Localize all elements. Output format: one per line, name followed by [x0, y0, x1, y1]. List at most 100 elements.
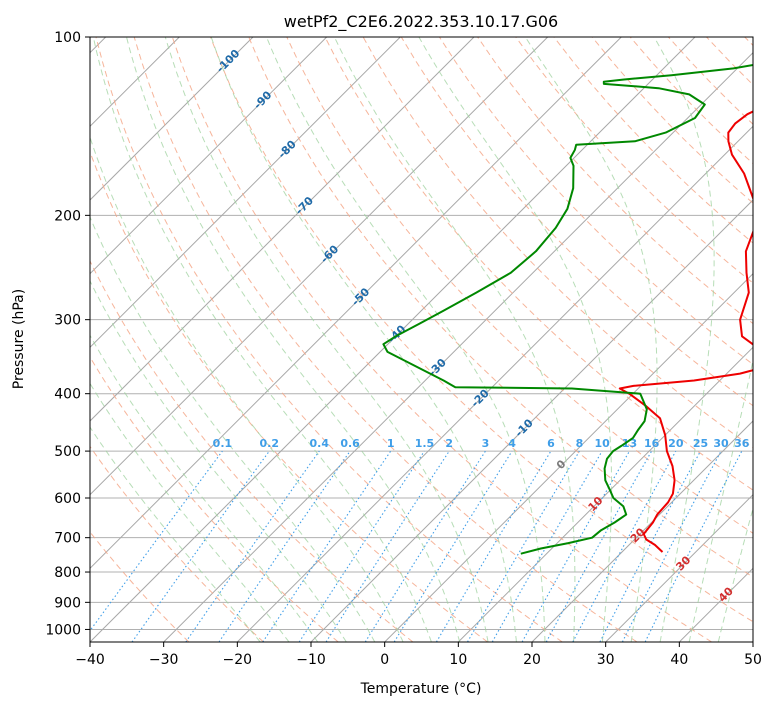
isotherm-line [384, 272, 753, 642]
moist-adiabat [333, 37, 576, 642]
isotherm-lines [90, 37, 753, 642]
isotherm-line [236, 125, 753, 642]
dry-adiabat [210, 37, 753, 623]
dewpoint-profile-line [382, 64, 753, 555]
mixing-ratio-line [521, 450, 630, 642]
y-tick-label: 900 [54, 595, 81, 611]
dry-adiabat [324, 37, 753, 491]
mixing-ratio-label: 3 [482, 437, 490, 450]
moist-adiabat [688, 358, 753, 642]
isotherm-line [90, 37, 254, 201]
y-axis-label: Pressure (hPa) [11, 289, 27, 389]
y-tick-label: 800 [54, 565, 81, 581]
mixing-ratio-line [185, 450, 320, 642]
mixing-ratio-label: 2 [445, 437, 453, 450]
mixing-ratio-lines [90, 450, 743, 642]
x-tick-label: 40 [670, 652, 688, 668]
dry-adiabat [248, 37, 753, 578]
x-axis-label: Temperature (°C) [360, 681, 482, 697]
mixing-ratio-label: 25 [693, 437, 708, 450]
moist-adiabat-lines [90, 37, 753, 642]
dry-adiabat [95, 37, 563, 642]
mixing-ratio-label: 30 [713, 437, 729, 450]
moist-adiabat [653, 37, 715, 642]
mixing-ratio-line [545, 450, 653, 642]
moist-adiabat [266, 37, 546, 642]
x-tick-label: −10 [296, 652, 326, 668]
moist-adiabat [90, 135, 404, 642]
plot-background [90, 37, 753, 642]
mixing-ratio-label: 20 [668, 437, 684, 450]
x-tick-label: −40 [75, 652, 105, 668]
y-tick-label: 300 [54, 313, 81, 329]
y-tick-label: 100 [54, 30, 81, 46]
mixing-ratio-label: 16 [644, 437, 660, 450]
moist-adiabat [524, 37, 658, 642]
y-tick-label: 600 [54, 491, 81, 507]
mixing-ratio-label: 0.2 [260, 437, 280, 450]
mixing-ratio-label: 1.5 [415, 437, 435, 450]
dry-adiabat [171, 37, 712, 642]
moist-adiabat [90, 215, 376, 642]
moist-adiabat [90, 426, 261, 642]
mixing-ratio-line [298, 450, 425, 642]
isotherm-line [531, 420, 753, 642]
mixing-ratio-label: 4 [508, 437, 516, 450]
x-tick-label: −30 [149, 652, 179, 668]
moist-adiabat [92, 37, 432, 642]
x-tick-label: 20 [523, 652, 541, 668]
moist-adiabat [717, 506, 753, 642]
mixing-ratio-label: 0.1 [213, 437, 233, 450]
isotherm-line [605, 493, 753, 642]
mixing-ratio-line [262, 450, 392, 642]
isotherm-line [90, 37, 549, 496]
mixing-ratio-line [572, 450, 677, 642]
y-tick-label: 200 [54, 208, 81, 224]
chart-title: wetPf2_C2E6.2022.353.10.17.G06 [284, 12, 558, 32]
y-tick-label: 400 [54, 387, 81, 403]
x-tick-label: 50 [744, 652, 762, 668]
mixing-ratio-label: 8 [576, 437, 584, 450]
moist-adiabat [126, 37, 461, 642]
isotherm-line [163, 51, 753, 642]
mixing-ratio-label: 10 [594, 437, 610, 450]
mixing-ratio-label: 0.4 [310, 437, 330, 450]
moist-adiabat [90, 382, 290, 642]
y-tick-label: 700 [54, 531, 81, 547]
plot-frame [89, 36, 754, 643]
mixing-ratio-label: 6 [547, 437, 555, 450]
x-tick-label: 10 [449, 652, 467, 668]
moist-adiabat [164, 37, 489, 642]
mixing-ratio-label: 1 [387, 437, 395, 450]
dry-adiabat [90, 356, 339, 642]
isotherm-line [90, 37, 328, 275]
moist-adiabat [90, 334, 319, 642]
x-tick-label: −20 [223, 652, 253, 668]
mixing-ratio-label: 0.6 [340, 437, 360, 450]
mixing-ratio-label: 36 [734, 437, 750, 450]
dry-adiabat [286, 37, 753, 534]
x-tick-label: 30 [597, 652, 615, 668]
y-tick-label: 500 [54, 444, 81, 460]
moist-adiabat [418, 37, 613, 642]
isotherm-line [457, 346, 753, 642]
isotherm-line [90, 37, 401, 349]
y-tick-label: 1000 [45, 622, 81, 638]
mixing-ratio-line [325, 450, 450, 642]
sounding-profiles [382, 64, 753, 555]
dry-adiabat [90, 259, 414, 642]
temperature-profile-line [618, 110, 753, 553]
isotherm-line [90, 37, 622, 570]
dry-adiabat [90, 445, 264, 642]
x-axis-ticks: −40 −30 −20 −10 0 10 20 30 40 50 [75, 642, 762, 668]
mixing-ratio-line [644, 450, 743, 642]
x-tick-label: 0 [380, 652, 389, 668]
mixing-ratio-line [131, 450, 270, 642]
mixing-ratio-line [218, 450, 351, 642]
mixing-ratio-line [90, 450, 223, 632]
moist-adiabat [210, 37, 517, 642]
mixing-ratio-line [393, 450, 513, 642]
mixing-ratio-label: 13 [622, 437, 637, 450]
isotherm-line [90, 37, 475, 422]
